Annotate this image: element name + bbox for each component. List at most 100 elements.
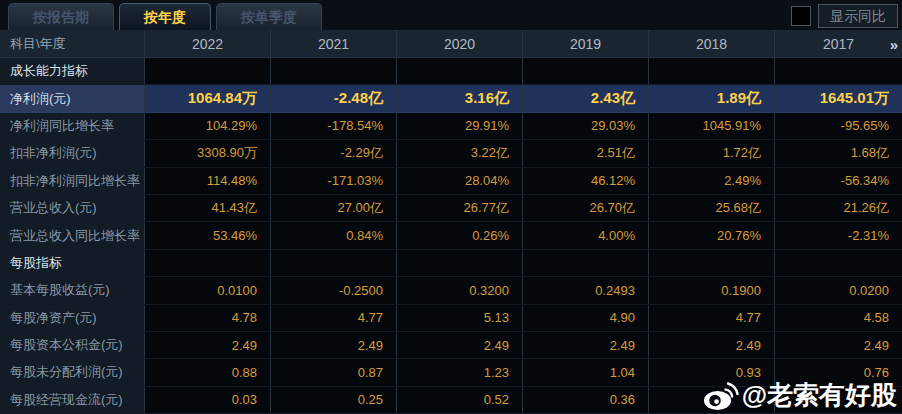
value-cell-2019: 29.03% <box>523 113 649 139</box>
value-cell-2017 <box>775 387 902 413</box>
corner-header-cell: 科目\年度 <box>0 30 145 57</box>
table-row: 每股经营现金流(元)0.030.250.520.36 <box>0 387 902 414</box>
more-years-chevron-icon[interactable]: » <box>890 35 896 52</box>
value-cell-2020: 1.23 <box>397 359 523 385</box>
value-cell-2018: 0.1900 <box>649 277 775 303</box>
tab-by-report-period[interactable]: 按报告期 <box>8 3 114 30</box>
stock-financials-panel: 按报告期 按年度 按单季度 显示同比 科目\年度 202220212020201… <box>0 0 902 414</box>
value-cell-2022: 41.43亿 <box>145 195 271 221</box>
value-cell-2019 <box>523 58 649 84</box>
row-label: 每股未分配利润(元) <box>0 359 145 385</box>
section-label: 成长能力指标 <box>0 58 145 84</box>
tab-by-year[interactable]: 按年度 <box>119 3 211 30</box>
value-cell-2020: 28.04% <box>397 168 523 194</box>
value-cell-2020: 0.52 <box>397 387 523 413</box>
value-cell-2021: -178.54% <box>271 113 397 139</box>
row-label: 净利润同比增长率 <box>0 113 145 139</box>
value-cell-2018: 0.93 <box>649 359 775 385</box>
value-cell-2019: 2.49 <box>523 332 649 358</box>
value-cell-2017: 2.49 <box>775 332 902 358</box>
row-label: 基本每股收益(元) <box>0 277 145 303</box>
value-cell-2018: 1.72亿 <box>649 140 775 166</box>
show-yoy-button[interactable]: 显示同比 <box>818 4 898 28</box>
row-label: 每股资本公积金(元) <box>0 332 145 358</box>
value-cell-2019: 46.12% <box>523 168 649 194</box>
value-cell-2019: 4.90 <box>523 305 649 331</box>
value-cell-2017: 1645.01万 <box>775 85 902 111</box>
value-cell-2022: 0.88 <box>145 359 271 385</box>
table-body: 成长能力指标净利润(元)1064.84万-2.48亿3.16亿2.43亿1.89… <box>0 58 902 414</box>
value-cell-2019: 4.00% <box>523 222 649 248</box>
value-cell-2022: 114.48% <box>145 168 271 194</box>
financial-indicators-table: 科目\年度 202220212020201920182017» 成长能力指标净利… <box>0 30 902 414</box>
tab-by-single-quarter[interactable]: 按单季度 <box>216 3 322 30</box>
value-cell-2021: -0.2500 <box>271 277 397 303</box>
value-cell-2017: 4.58 <box>775 305 902 331</box>
year-header-2018: 2018 <box>649 30 775 57</box>
row-label: 营业总收入(元) <box>0 195 145 221</box>
value-cell-2022: 4.78 <box>145 305 271 331</box>
value-cell-2022: 2.49 <box>145 332 271 358</box>
value-cell-2022: 104.29% <box>145 113 271 139</box>
row-label: 净利润(元) <box>0 85 145 111</box>
value-cell-2019: 0.2493 <box>523 277 649 303</box>
value-cell-2017: -95.65% <box>775 113 902 139</box>
value-cell-2020: 0.3200 <box>397 277 523 303</box>
value-cell-2017 <box>775 58 902 84</box>
value-cell-2017: -56.34% <box>775 168 902 194</box>
table-row: 基本每股收益(元)0.0100-0.25000.32000.24930.1900… <box>0 277 902 304</box>
value-cell-2018: 4.77 <box>649 305 775 331</box>
table-row: 净利润(元)1064.84万-2.48亿3.16亿2.43亿1.89亿1645.… <box>0 85 902 112</box>
year-header-2022: 2022 <box>145 30 271 57</box>
table-row: 每股资本公积金(元)2.492.492.492.492.492.49 <box>0 332 902 359</box>
row-label: 扣非净利润同比增长率 <box>0 168 145 194</box>
value-cell-2021: 0.87 <box>271 359 397 385</box>
table-row: 扣非净利润同比增长率114.48%-171.03%28.04%46.12%2.4… <box>0 168 902 195</box>
value-cell-2018: 2.49 <box>649 332 775 358</box>
value-cell-2020: 5.13 <box>397 305 523 331</box>
value-cell-2017: 21.26亿 <box>775 195 902 221</box>
value-cell-2022: 3308.90万 <box>145 140 271 166</box>
value-cell-2017 <box>775 250 902 276</box>
row-label: 营业总收入同比增长率 <box>0 222 145 248</box>
value-cell-2019: 2.51亿 <box>523 140 649 166</box>
value-cell-2018: 20.76% <box>649 222 775 248</box>
value-cell-2018 <box>649 387 775 413</box>
value-cell-2019: 2.43亿 <box>523 85 649 111</box>
value-cell-2017: 0.0200 <box>775 277 902 303</box>
value-cell-2022: 53.46% <box>145 222 271 248</box>
value-cell-2020: 0.26% <box>397 222 523 248</box>
value-cell-2020: 29.91% <box>397 113 523 139</box>
row-label: 扣非净利润(元) <box>0 140 145 166</box>
value-cell-2022: 0.03 <box>145 387 271 413</box>
row-label: 每股净资产(元) <box>0 305 145 331</box>
section-row: 每股指标 <box>0 250 902 277</box>
value-cell-2018 <box>649 250 775 276</box>
value-cell-2021: -2.48亿 <box>271 85 397 111</box>
value-cell-2020: 2.49 <box>397 332 523 358</box>
value-cell-2021: 2.49 <box>271 332 397 358</box>
value-cell-2021: 0.25 <box>271 387 397 413</box>
year-header-2020: 2020 <box>397 30 523 57</box>
row-label: 每股经营现金流(元) <box>0 387 145 413</box>
value-cell-2018: 1.89亿 <box>649 85 775 111</box>
value-cell-2021: -171.03% <box>271 168 397 194</box>
value-cell-2020: 26.77亿 <box>397 195 523 221</box>
year-header-2021: 2021 <box>271 30 397 57</box>
value-cell-2019: 1.04 <box>523 359 649 385</box>
value-cell-2018: 2.49% <box>649 168 775 194</box>
table-row: 营业总收入同比增长率53.46%0.84%0.26%4.00%20.76%-2.… <box>0 222 902 249</box>
value-cell-2017: 1.68亿 <box>775 140 902 166</box>
value-cell-2017: -2.31% <box>775 222 902 248</box>
table-row: 每股未分配利润(元)0.880.871.231.040.930.76 <box>0 359 902 386</box>
value-cell-2021: 0.84% <box>271 222 397 248</box>
value-cell-2021: 4.77 <box>271 305 397 331</box>
value-cell-2018: 25.68亿 <box>649 195 775 221</box>
show-yoy-checkbox[interactable] <box>791 6 811 26</box>
value-cell-2019: 26.70亿 <box>523 195 649 221</box>
value-cell-2019: 0.36 <box>523 387 649 413</box>
value-cell-2018 <box>649 58 775 84</box>
value-cell-2021 <box>271 250 397 276</box>
table-row: 扣非净利润(元)3308.90万-2.29亿3.22亿2.51亿1.72亿1.6… <box>0 140 902 167</box>
value-cell-2020: 3.16亿 <box>397 85 523 111</box>
